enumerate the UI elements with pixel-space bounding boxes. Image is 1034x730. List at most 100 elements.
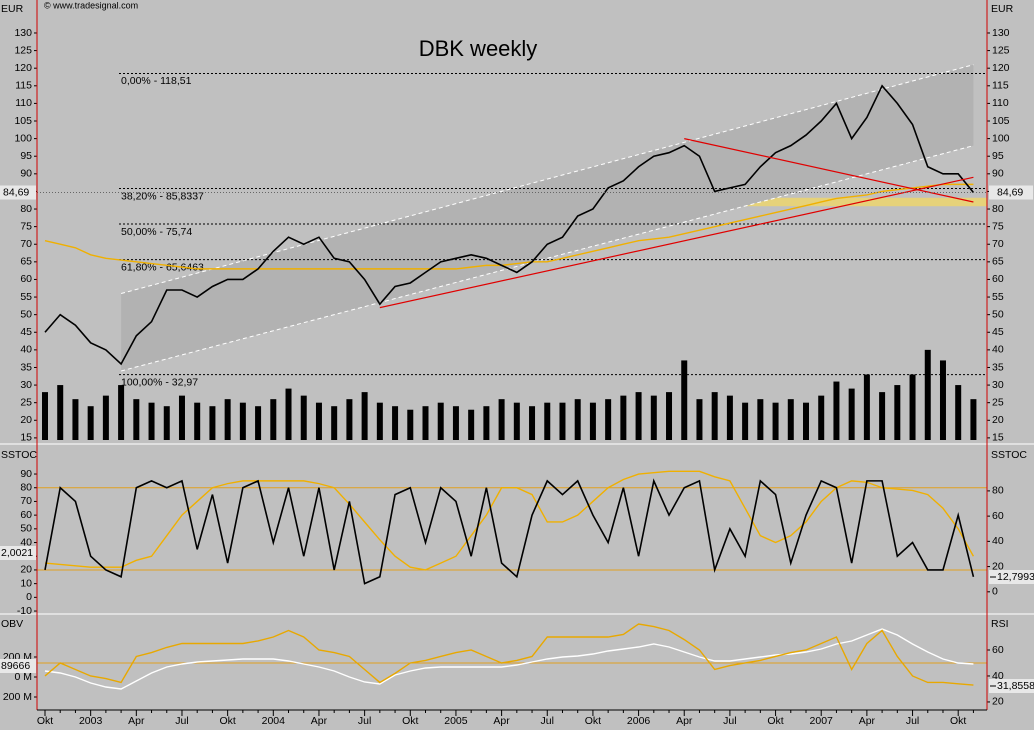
axis-label: SSTOC bbox=[1, 449, 37, 461]
y-tick-label: 130 bbox=[14, 27, 32, 39]
volume-bar bbox=[42, 392, 48, 440]
y-tick-label: 55 bbox=[20, 291, 32, 303]
volume-bar bbox=[194, 402, 201, 440]
last-box bbox=[0, 185, 36, 200]
x-tick-label: Okt bbox=[767, 715, 783, 727]
axis-label: RSI bbox=[991, 618, 1009, 630]
x-tick-label: Jul bbox=[358, 715, 371, 727]
y-tick-label: 40 bbox=[992, 535, 1004, 547]
volume-bar bbox=[270, 399, 277, 440]
x-tick-label: Apr bbox=[676, 715, 693, 727]
x-tick-label: Apr bbox=[493, 715, 510, 727]
x-tick-label: Apr bbox=[859, 715, 876, 727]
volume-bar bbox=[452, 406, 459, 440]
y-tick-label: 200 M bbox=[3, 691, 32, 703]
x-tick-label: Okt bbox=[219, 715, 235, 727]
last-box bbox=[989, 185, 1033, 200]
left-marker: 2,0021 bbox=[1, 547, 33, 559]
marker-box bbox=[989, 679, 1034, 693]
y-tick-label: 60 bbox=[992, 273, 1004, 285]
y-tick-label: 70 bbox=[992, 238, 1004, 250]
right-marker: 12,7993 bbox=[997, 571, 1034, 583]
y-tick-label: 115 bbox=[15, 80, 32, 92]
volume-bar bbox=[422, 406, 429, 440]
y-tick-label: 70 bbox=[20, 238, 32, 250]
series-line bbox=[44, 628, 974, 690]
marker-box bbox=[0, 546, 36, 560]
x-tick-label: 2007 bbox=[810, 715, 834, 727]
y-tick-label: 40 bbox=[20, 536, 32, 548]
series-line bbox=[44, 84, 975, 366]
volume-bar bbox=[742, 402, 749, 440]
y-tick-label: 40 bbox=[992, 670, 1004, 682]
volume-bar bbox=[787, 399, 794, 440]
series-line bbox=[44, 478, 975, 585]
volume-bar bbox=[57, 385, 64, 440]
series-line bbox=[44, 470, 975, 571]
volume-bar bbox=[848, 388, 855, 440]
volume-bar bbox=[118, 385, 125, 440]
y-tick-label: 20 bbox=[20, 414, 32, 426]
y-tick-label: 60 bbox=[992, 644, 1004, 656]
y-tick-label: 0 bbox=[26, 591, 32, 603]
volume-bar bbox=[666, 392, 673, 440]
volume-bar bbox=[894, 385, 901, 440]
volume-bar bbox=[392, 406, 399, 440]
x-tick-label: Apr bbox=[128, 715, 145, 727]
x-tick-label: Jul bbox=[541, 715, 554, 727]
volume-bar bbox=[970, 399, 977, 440]
marker-box bbox=[989, 570, 1034, 584]
volume-bar bbox=[513, 402, 520, 440]
y-tick-label: 95 bbox=[20, 150, 32, 162]
x-tick-label: Jul bbox=[175, 715, 188, 727]
volume-bar bbox=[544, 402, 551, 440]
series-line bbox=[44, 183, 974, 270]
axis-label: EUR bbox=[1, 3, 24, 15]
y-tick-label: 90 bbox=[20, 168, 32, 180]
volume-bar bbox=[559, 402, 566, 440]
volume-bar bbox=[239, 402, 246, 440]
y-tick-label: 80 bbox=[992, 485, 1004, 497]
y-tick-label: 50 bbox=[992, 308, 1004, 320]
y-tick-label: 70 bbox=[20, 495, 32, 507]
y-tick-label: 120 bbox=[14, 62, 32, 74]
volume-bar bbox=[209, 406, 216, 440]
y-tick-label: 40 bbox=[992, 344, 1004, 356]
y-tick-label: 45 bbox=[992, 326, 1004, 338]
volume-bar bbox=[346, 399, 353, 440]
y-tick-label: 35 bbox=[992, 361, 1004, 373]
volume-bar bbox=[605, 399, 612, 440]
volume-bar bbox=[635, 392, 642, 440]
x-tick-label: Okt bbox=[37, 715, 53, 727]
series-line bbox=[44, 623, 974, 686]
volume-bar bbox=[361, 392, 368, 440]
fib-label: 38,20% - 85,8337 bbox=[121, 190, 204, 202]
volume-bar bbox=[285, 388, 292, 440]
y-tick-label: 60 bbox=[20, 273, 32, 285]
volume-bar bbox=[102, 395, 109, 440]
y-tick-label: 60 bbox=[992, 510, 1004, 522]
y-tick-label: 25 bbox=[992, 396, 1004, 408]
y-tick-label: 115 bbox=[992, 80, 1009, 92]
x-tick-label: Jul bbox=[906, 715, 919, 727]
volume-bar bbox=[483, 406, 490, 440]
y-tick-label: 55 bbox=[992, 291, 1004, 303]
y-tick-label: 65 bbox=[992, 256, 1004, 268]
y-tick-label: 30 bbox=[20, 379, 32, 391]
y-tick-label: 20 bbox=[992, 560, 1004, 572]
volume-bar bbox=[87, 406, 94, 440]
chart-title: DBK weekly bbox=[419, 36, 538, 61]
volume-bar bbox=[331, 406, 338, 440]
axis-label: OBV bbox=[1, 618, 23, 630]
volume-bar bbox=[803, 402, 809, 440]
y-tick-label: 45 bbox=[20, 326, 32, 338]
y-tick-label: 35 bbox=[20, 361, 32, 373]
y-tick-label: -10 bbox=[17, 605, 32, 617]
y-tick-label: 10 bbox=[20, 577, 32, 589]
volume-bar bbox=[711, 392, 718, 440]
volume-bar bbox=[924, 349, 931, 440]
volume-bar bbox=[955, 385, 962, 440]
marker-box bbox=[0, 659, 36, 673]
x-tick-label: 2006 bbox=[627, 715, 651, 727]
